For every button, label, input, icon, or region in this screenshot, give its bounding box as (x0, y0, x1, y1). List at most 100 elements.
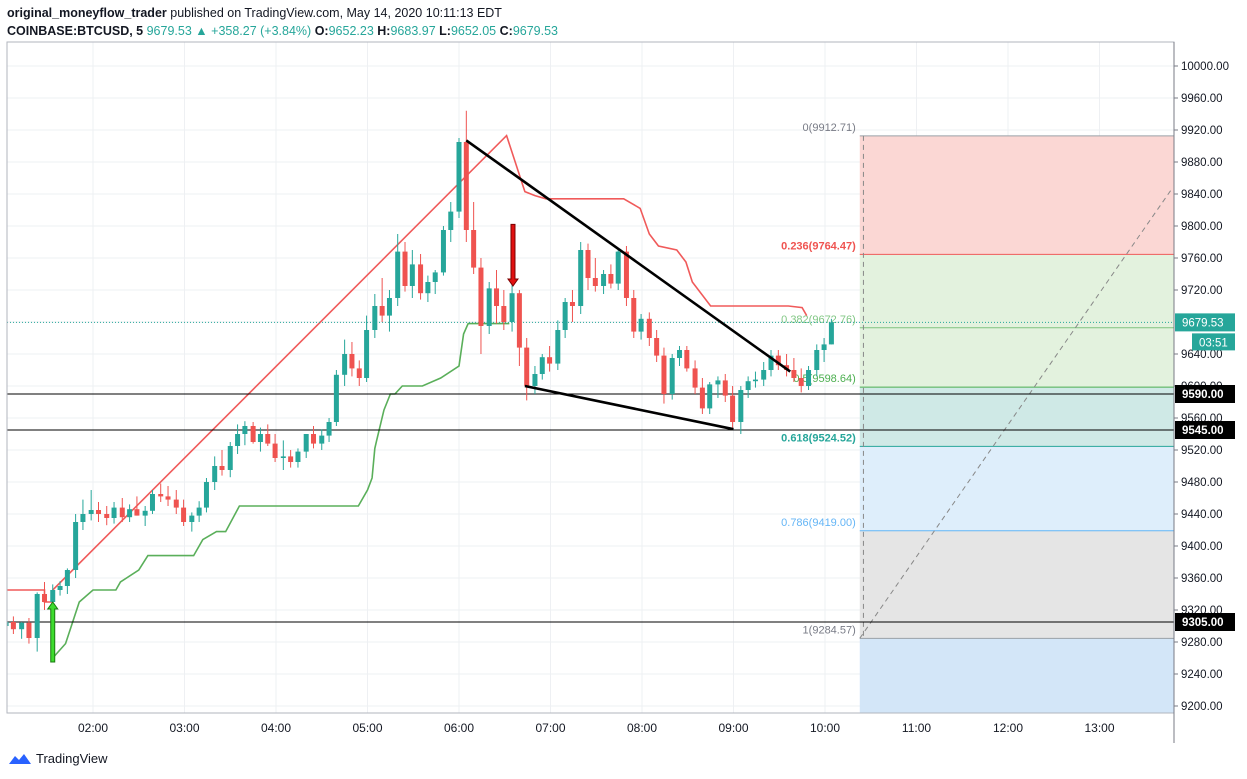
candle-bull (19, 622, 25, 630)
candle-bear (501, 306, 507, 322)
fib-zone (859, 638, 1174, 713)
candle-bull (149, 494, 155, 511)
candle-bull (7, 622, 9, 626)
candle-bull (432, 272, 438, 282)
symbol-label[interactable]: COINBASE:BTCUSD, 5 (7, 24, 144, 38)
candle-bull (738, 390, 744, 422)
price-tag-label: 9545.00 (1182, 425, 1224, 437)
publisher-username[interactable]: original_moneyflow_trader (7, 6, 167, 20)
fib-zone (859, 254, 1174, 328)
fib-zone (859, 530, 1174, 639)
candle-bear (288, 456, 294, 462)
candle-bear (173, 499, 179, 508)
candle-bear (463, 142, 469, 230)
x-tick-label: 10:00 (810, 721, 840, 735)
candle-bull (715, 380, 721, 385)
candle-bear (516, 293, 522, 348)
candles (7, 110, 834, 652)
candle-bull (227, 446, 233, 470)
y-tick-label: 9720.00 (1181, 285, 1223, 297)
fib-retracement[interactable]: 0(9912.71) 0.236(9764.47) 0.382(9672.76) 0.… (781, 122, 1174, 713)
candle-bear (798, 378, 804, 386)
tradingview-footer[interactable]: TradingView (8, 751, 108, 766)
tradingview-logo-icon (9, 753, 31, 764)
candle-bear (661, 355, 667, 394)
y-tick-label: 9880.00 (1181, 157, 1223, 169)
candle-bull (768, 355, 774, 370)
candle-bear (623, 251, 629, 298)
candle-bear (631, 298, 637, 332)
candle-bull (303, 434, 309, 452)
fib-level-label: 1(9284.57) (803, 624, 856, 636)
candle-bull (761, 370, 767, 380)
candle-bull (677, 350, 683, 358)
y-tick-label: 9960.00 (1181, 93, 1223, 105)
y-tick-label: 9200.00 (1181, 701, 1223, 713)
x-tick-label: 05:00 (352, 721, 382, 735)
price-tag (1175, 613, 1235, 631)
price-tag-label: 9590.00 (1182, 389, 1224, 401)
candle-bull (601, 274, 607, 286)
x-tick-label: 06:00 (444, 721, 474, 735)
open-label: O: (314, 24, 329, 38)
countdown-tag-label: 03:51 (1199, 337, 1228, 349)
candle-bull (242, 426, 248, 434)
price-axis-labels: 9590.00 9545.00 9305.00 9679.53 03:51 (1175, 313, 1235, 631)
y-tick-label: 9280.00 (1181, 637, 1223, 649)
candle-bull (142, 510, 148, 516)
horizontal-lines[interactable] (7, 321, 1174, 623)
fib-level-label: 0.236(9764.47) (781, 240, 856, 252)
y-tick-label: 9920.00 (1181, 125, 1223, 137)
candle-bull (319, 435, 325, 444)
candle-bull (203, 482, 209, 508)
fib-zone (859, 327, 1174, 388)
candle-bull (578, 250, 584, 306)
candle-bear (272, 443, 278, 458)
candle-bull (821, 344, 827, 350)
chart-frame (6, 41, 1175, 743)
x-tick-label: 08:00 (627, 721, 657, 735)
candle-bull (73, 522, 79, 570)
y-tick-label: 9400.00 (1181, 541, 1223, 553)
wedge-trendline (465, 139, 791, 373)
candle-bear (775, 355, 781, 366)
candle-bear (165, 496, 171, 500)
candle-bear (692, 368, 698, 388)
chart-header: original_moneyflow_trader published on T… (7, 4, 558, 40)
candle-bear (42, 594, 48, 602)
x-tick-label: 03:00 (169, 721, 199, 735)
candle-bull (50, 590, 56, 602)
close-value: 9679.53 (512, 24, 559, 38)
drawings[interactable] (46, 139, 791, 663)
fib-level-label: 0.618(9524.52) (781, 432, 856, 444)
time-axis[interactable]: 02:00 03:00 04:00 05:00 06:00 07:00 08:00 09:00… (78, 721, 1115, 735)
candle-bull (111, 507, 117, 518)
candle-bull (509, 293, 515, 322)
arrow-down-marker (507, 223, 519, 287)
candle-bull (34, 594, 40, 638)
close-label: C: (499, 24, 513, 38)
x-tick-label: 13:00 (1084, 721, 1114, 735)
arrow-up-marker (46, 601, 59, 663)
candle-bull (57, 586, 63, 590)
candle-bear (646, 318, 652, 338)
candle-bear (349, 354, 355, 369)
change-up-icon: ▲ (195, 24, 208, 38)
candle-bull (342, 354, 348, 375)
tradingview-brand: TradingView (36, 751, 108, 766)
y-tick-label: 9240.00 (1181, 669, 1223, 681)
x-tick-label: 02:00 (78, 721, 108, 735)
candle-bear (95, 510, 101, 514)
candle-bull (326, 422, 332, 436)
candle-bull (196, 507, 202, 516)
price-tag (1175, 385, 1235, 403)
candle-bear (250, 426, 256, 442)
candle-bear (402, 251, 408, 286)
candle-bull (425, 282, 431, 294)
high-value: 9683.97 (390, 24, 436, 38)
candle-bear (524, 347, 530, 386)
y-tick-label: 9840.00 (1181, 189, 1223, 201)
candle-bear (158, 494, 164, 497)
candle-bull (532, 374, 538, 386)
